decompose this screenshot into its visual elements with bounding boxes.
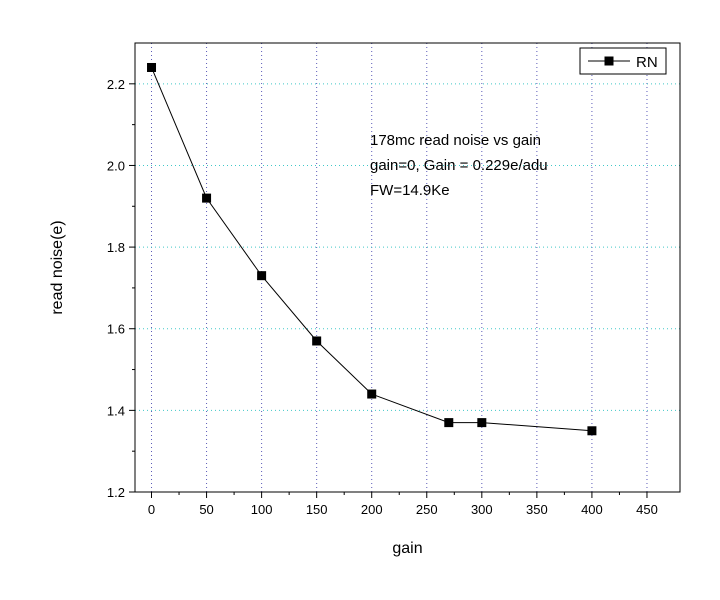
y-tick-label: 1.2 bbox=[107, 485, 125, 500]
x-tick-label: 100 bbox=[251, 502, 273, 517]
x-axis-label: gain bbox=[392, 540, 422, 557]
series-line bbox=[151, 67, 592, 432]
axis-ticks bbox=[129, 83, 648, 498]
data-point-marker bbox=[444, 418, 454, 428]
annotation-line: 178mc read noise vs gain bbox=[370, 132, 541, 149]
y-tick-labels: 1.2 1.4 1.6 1.8 2.0 2.2 bbox=[107, 77, 125, 500]
data-point-marker bbox=[257, 271, 267, 281]
x-tick-label: 50 bbox=[199, 502, 213, 517]
y-tick-label: 2.2 bbox=[107, 77, 125, 92]
plot-frame bbox=[134, 42, 681, 493]
legend-label: RN bbox=[636, 54, 658, 71]
x-tick-label: 400 bbox=[581, 502, 603, 517]
annotation-block: 178mc read noise vs gain gain=0, Gain = … bbox=[370, 132, 548, 199]
x-tick-labels: 0 50 100 150 200 250 300 350 400 450 bbox=[148, 502, 658, 517]
legend-marker bbox=[604, 56, 614, 66]
x-tick-label: 350 bbox=[526, 502, 548, 517]
data-point-marker bbox=[477, 418, 487, 428]
series-rn bbox=[147, 62, 597, 436]
y-tick-label: 1.6 bbox=[107, 322, 125, 337]
legend: RN bbox=[579, 47, 667, 75]
annotation-line: gain=0, Gain = 0.229e/adu bbox=[370, 157, 548, 174]
x-tick-label: 250 bbox=[416, 502, 438, 517]
data-point-marker bbox=[147, 62, 157, 72]
x-tick-label: 0 bbox=[148, 502, 155, 517]
x-tick-label: 300 bbox=[471, 502, 493, 517]
grid bbox=[135, 43, 680, 493]
x-tick-label: 150 bbox=[306, 502, 328, 517]
y-tick-label: 1.8 bbox=[107, 240, 125, 255]
data-point-marker bbox=[367, 389, 377, 399]
data-point-marker bbox=[202, 193, 212, 203]
data-point-marker bbox=[312, 336, 322, 346]
annotation-line: FW=14.9Ke bbox=[370, 182, 450, 199]
data-point-marker bbox=[587, 426, 597, 436]
y-tick-label: 1.4 bbox=[107, 403, 125, 418]
x-tick-label: 450 bbox=[636, 502, 658, 517]
y-axis-label: read noise(e) bbox=[49, 220, 66, 314]
y-tick-label: 2.0 bbox=[107, 158, 125, 173]
x-tick-label: 200 bbox=[361, 502, 383, 517]
